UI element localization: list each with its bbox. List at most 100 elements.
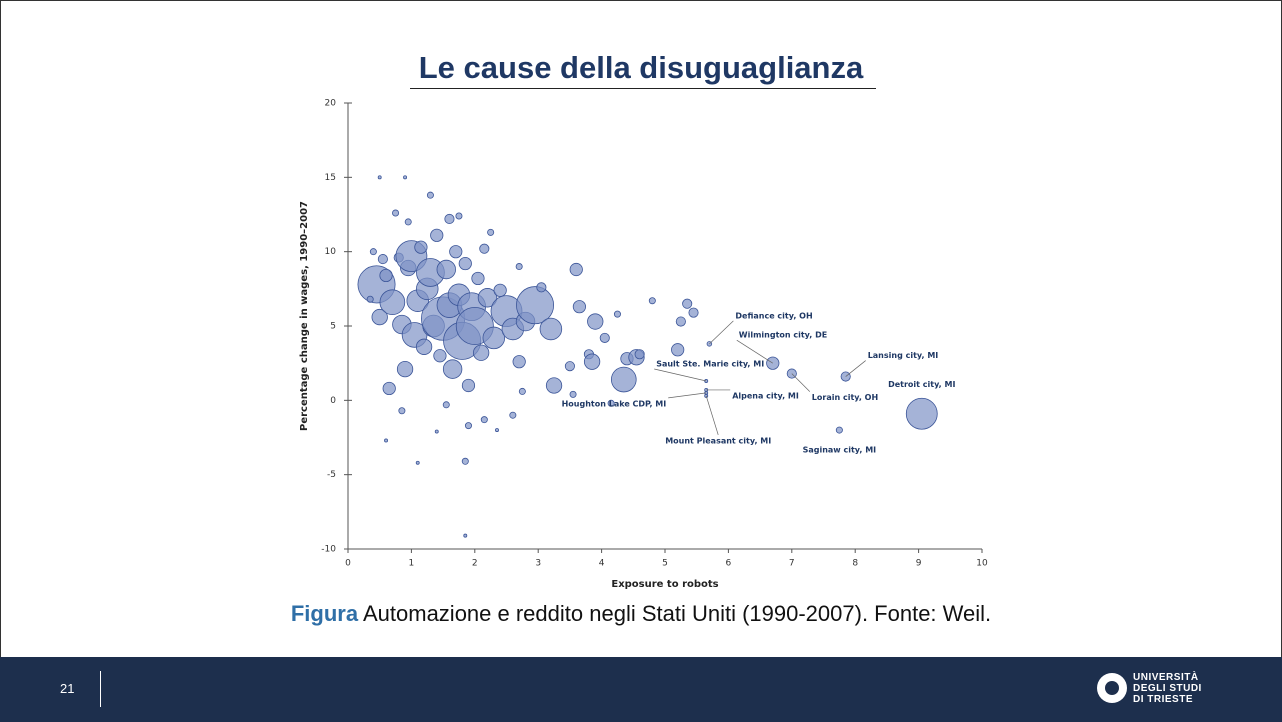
bubble [480,416,488,424]
annotated-bubble [835,426,843,434]
bubble [414,240,428,254]
bubble [545,377,563,394]
bubble [536,282,547,293]
bubble [539,317,563,341]
bubble [569,390,577,398]
bubble [482,326,506,350]
bubble [396,360,414,378]
bubble [392,209,400,217]
y-tick-label: -10 [321,545,336,555]
leader-line [791,373,811,392]
y-tick-label: 10 [325,247,337,257]
annotation-label: Mount Pleasant city, MI [665,436,771,445]
logo-text: UNIVERSITÀ DEGLI STUDI DI TRIESTE [1133,672,1202,705]
bubble [449,245,463,259]
bubble [572,300,587,314]
bubble [472,344,490,361]
bubble [464,422,472,430]
logo-line: DEGLI STUDI [1133,683,1202,694]
bubble [436,259,456,280]
seal-center [1105,681,1119,695]
bubble [444,213,455,225]
bubble [495,428,499,433]
logo-line: DI TRIESTE [1133,694,1194,705]
bubble [377,254,388,265]
bubble [569,262,583,277]
bubble [455,212,463,220]
bubble [426,191,434,199]
bubble [610,366,637,393]
x-tick-label: 6 [726,559,732,569]
bubble [599,332,610,343]
leader-line [736,339,773,364]
x-axis-label: Exposure to robots [611,579,718,590]
annotation-label: Alpena city, MI [732,391,799,400]
y-tick-label: 0 [330,396,336,406]
bubble [564,361,575,372]
bubble [675,316,686,327]
bubble [458,256,472,271]
bubble [434,429,439,434]
x-tick-label: 2 [472,559,478,569]
bubble [516,286,555,325]
x-tick-label: 7 [789,559,795,569]
bubble [487,228,495,236]
page-number: 21 [60,681,75,696]
bubble [442,359,463,379]
y-tick-label: 20 [325,99,337,109]
annotation-label: Defiance city, OH [735,311,812,320]
annotation-label: Wilmington city, DE [739,331,827,340]
annotation-label: Lorain city, OH [812,393,878,402]
chart: -10 -5 0 5 10 15 20 0 1 2 3 4 5 6 7 8 9 10 Exposure to rob… [299,99,988,591]
bubble [382,381,396,396]
bubble [430,228,444,242]
bubble [493,283,507,297]
bubble [366,295,374,303]
y-tick-label: 5 [330,322,336,332]
bubble [518,387,526,395]
bubble [379,289,406,316]
bubble [384,438,388,443]
bubble [442,401,450,409]
annotation-label: Houghton Lake CDP, MI [562,399,667,408]
caption: Figura Automazione e reddito negli Stati… [0,601,1282,627]
bubble [415,338,433,355]
bubble [634,349,645,360]
bubble [688,307,699,318]
y-tick-label: 15 [325,173,336,183]
bubble [461,457,469,465]
leader-line [705,395,719,435]
leader-line [668,392,707,399]
bubble [471,271,485,286]
y-axis-label: Percentage change in wages, 1990–2007 [299,201,310,431]
x-tick-label: 1 [409,559,415,569]
x-tick-label: 0 [345,559,351,569]
bubble [587,313,604,330]
bubble [404,218,412,226]
annotated-bubble [840,371,851,382]
bubble [403,175,408,180]
bubble [512,355,526,369]
bubble [461,378,476,393]
x-tick-label: 10 [976,559,988,569]
footer: 21 UNIVERSITÀ DEGLI STUDI DI TRIESTE [0,657,1282,722]
bubble [682,298,693,309]
bubble [371,308,388,326]
annotation-label: Detroit city, MI [888,380,955,389]
y-tick-label: -5 [327,470,336,480]
bubble [377,175,382,180]
bubble [671,343,685,357]
annotation-label: Saginaw city, MI [803,446,877,455]
leader-line [845,360,866,377]
x-tick-label: 4 [599,559,605,569]
bubble [515,263,523,271]
annotation-label: Lansing city, MI [868,351,939,360]
title-underline [410,88,876,89]
bubble [369,248,377,256]
bubble [398,407,406,415]
bubble [613,310,621,318]
bubble [583,353,601,370]
bubble [479,243,490,254]
logo-line: UNIVERSITÀ [1133,672,1199,683]
